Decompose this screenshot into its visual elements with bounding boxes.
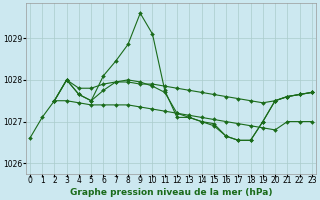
X-axis label: Graphe pression niveau de la mer (hPa): Graphe pression niveau de la mer (hPa): [70, 188, 272, 197]
